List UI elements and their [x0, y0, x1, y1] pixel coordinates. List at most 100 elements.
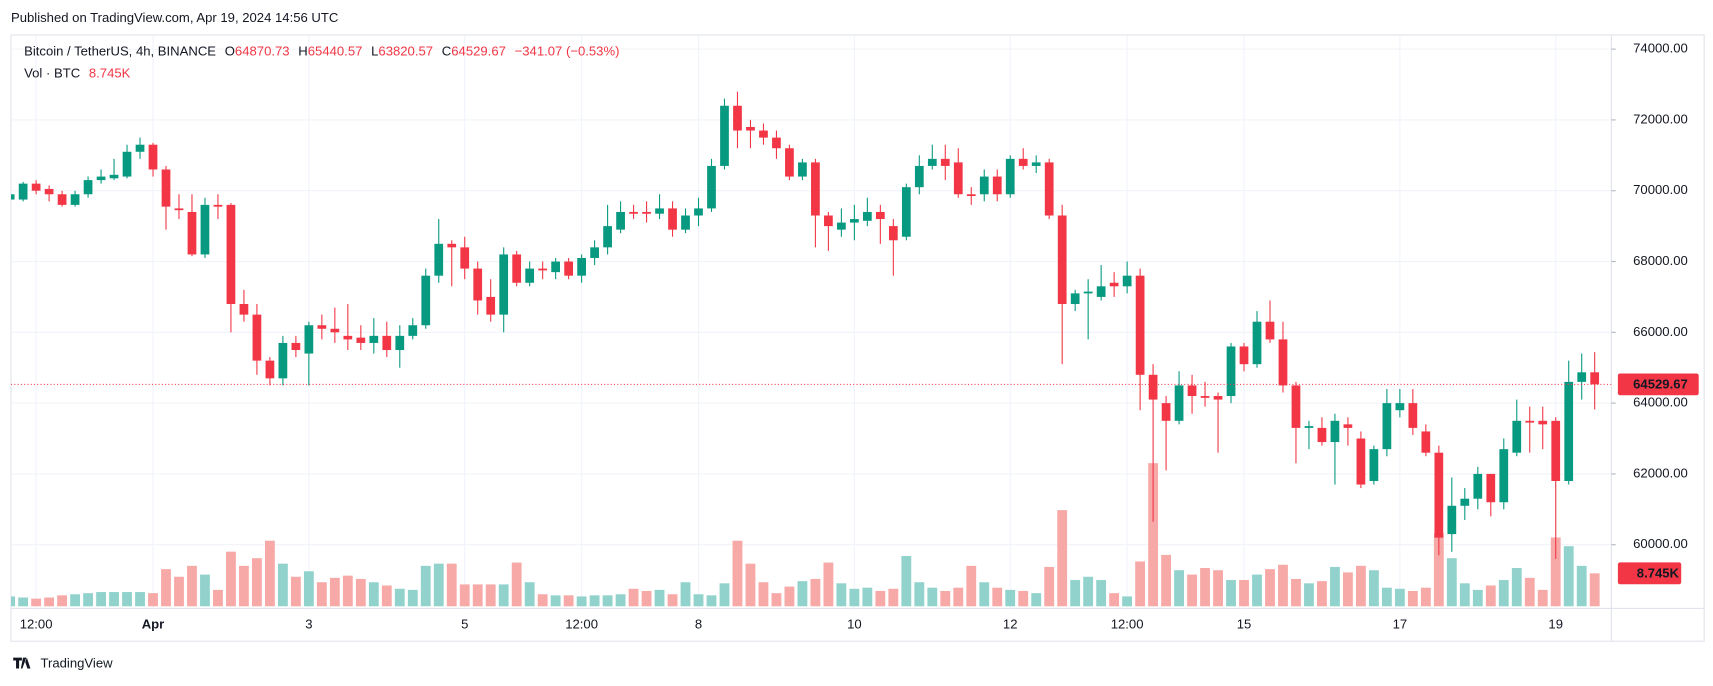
volume-bar	[1291, 578, 1301, 607]
volume-bar	[264, 540, 275, 607]
last-price-tag	[1617, 373, 1699, 396]
volume-bar	[1485, 585, 1496, 607]
volume-bar	[1524, 577, 1535, 607]
candle-body	[1174, 385, 1184, 421]
candle-body	[1538, 420, 1548, 425]
grid	[11, 34, 1612, 609]
price-change: −341.07 (−0.53%)	[515, 44, 620, 59]
x-tick-label: 8	[695, 616, 702, 631]
volume-bar	[771, 593, 782, 607]
volume-bar	[1355, 565, 1366, 607]
candle-body	[460, 247, 470, 269]
volume-bar	[1044, 566, 1055, 607]
x-tick-label: 15	[1237, 616, 1252, 631]
volume-bar	[433, 563, 444, 607]
candle-body	[447, 243, 457, 248]
last-price-label: 64529.67	[1633, 376, 1688, 391]
candle-body	[707, 165, 716, 209]
volume-bar	[1187, 574, 1197, 607]
volume-bar	[446, 563, 457, 607]
volume-bar	[589, 595, 600, 607]
volume-bar	[706, 595, 717, 607]
candle-body	[18, 183, 28, 200]
volume-value: 8.745K	[89, 66, 131, 81]
candle-body	[408, 325, 418, 336]
candle-body	[395, 335, 405, 351]
volume-bar	[1550, 537, 1561, 607]
volume-bar	[342, 575, 353, 607]
candle-body	[668, 208, 677, 230]
volume-bar	[1472, 589, 1483, 607]
volume-bar	[563, 595, 574, 607]
candle-body	[1135, 275, 1145, 375]
volume-bar	[1226, 580, 1236, 607]
x-tick-label: 3	[305, 616, 312, 631]
candle-body	[356, 337, 366, 343]
volume-bar	[758, 582, 769, 607]
candle-body	[966, 194, 976, 197]
volume-bar	[1213, 570, 1223, 607]
volume-bar	[239, 565, 249, 607]
candle-body	[798, 162, 807, 177]
x-tick-label: 5	[461, 616, 468, 631]
candle-body	[304, 325, 314, 354]
volume-bar	[368, 582, 379, 607]
volume-bar	[1317, 581, 1327, 607]
candle-body	[590, 247, 599, 258]
axes: 60000.00 62000.00 64000.00 66000.00 68000.00…	[11, 41, 1699, 631]
candle-body	[1226, 346, 1236, 397]
candle-body	[1330, 420, 1340, 443]
volume-bar	[693, 594, 704, 607]
candle-body	[421, 275, 431, 326]
candle-body	[759, 130, 768, 138]
volume-bar	[83, 593, 93, 607]
volume-bar	[1304, 583, 1314, 607]
volume-bar	[498, 584, 509, 607]
candle-body	[1044, 162, 1054, 216]
candle-body	[382, 335, 392, 351]
candle-body	[1005, 158, 1015, 195]
volume-bar	[1070, 580, 1081, 607]
x-tick-label: 19	[1548, 616, 1563, 631]
candle-body	[187, 211, 197, 255]
volume-bar	[1407, 590, 1418, 607]
candle-body	[1499, 449, 1509, 503]
y-tick-label: 62000.00	[1633, 465, 1688, 480]
candle-body	[837, 222, 846, 230]
volume-bar	[719, 583, 730, 607]
candle-body	[525, 268, 535, 283]
volume-bar	[11, 596, 16, 607]
volume-bar	[122, 592, 132, 607]
volume-bar	[213, 589, 223, 607]
volume-bar	[1498, 580, 1509, 607]
candles	[11, 91, 1600, 559]
volume-bar	[1005, 589, 1016, 607]
volume-bar	[1330, 566, 1340, 607]
volume-bar	[394, 588, 405, 607]
volume-bar	[1057, 510, 1068, 607]
candle-body	[694, 208, 703, 216]
x-tick-label: 17	[1393, 616, 1408, 631]
brand-name: TradingView	[41, 656, 114, 671]
volume-bar	[1083, 576, 1094, 607]
volume-bar	[1109, 593, 1120, 607]
x-tick-label: 12:00	[1111, 616, 1144, 631]
candle-body	[979, 176, 989, 195]
candle-body	[1486, 473, 1496, 503]
candle-body	[1369, 449, 1379, 482]
candle-body	[901, 187, 911, 237]
candle-body	[1564, 381, 1574, 482]
candle-body	[616, 211, 625, 230]
volume-bar	[953, 587, 964, 607]
candle-body	[1239, 346, 1249, 365]
volume-bar	[927, 587, 938, 607]
candle-body	[109, 174, 119, 179]
volume-bar	[992, 587, 1003, 607]
volume-bar	[381, 585, 392, 607]
candle-body	[1577, 372, 1587, 382]
candle-body	[499, 254, 509, 315]
candle-body	[1395, 403, 1405, 411]
candle-body	[927, 158, 937, 166]
